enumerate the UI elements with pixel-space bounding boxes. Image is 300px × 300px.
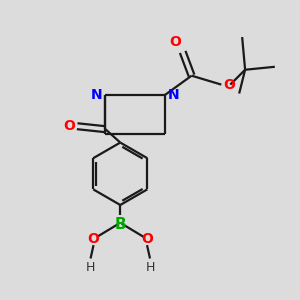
Text: O: O [141,232,153,246]
Text: H: H [86,262,95,275]
Text: B: B [115,217,126,232]
Text: N: N [168,88,179,102]
Text: O: O [88,232,100,246]
Text: O: O [223,78,235,92]
Text: O: O [169,35,181,49]
Text: H: H [145,262,155,275]
Text: O: O [63,119,75,133]
Text: N: N [91,88,102,102]
